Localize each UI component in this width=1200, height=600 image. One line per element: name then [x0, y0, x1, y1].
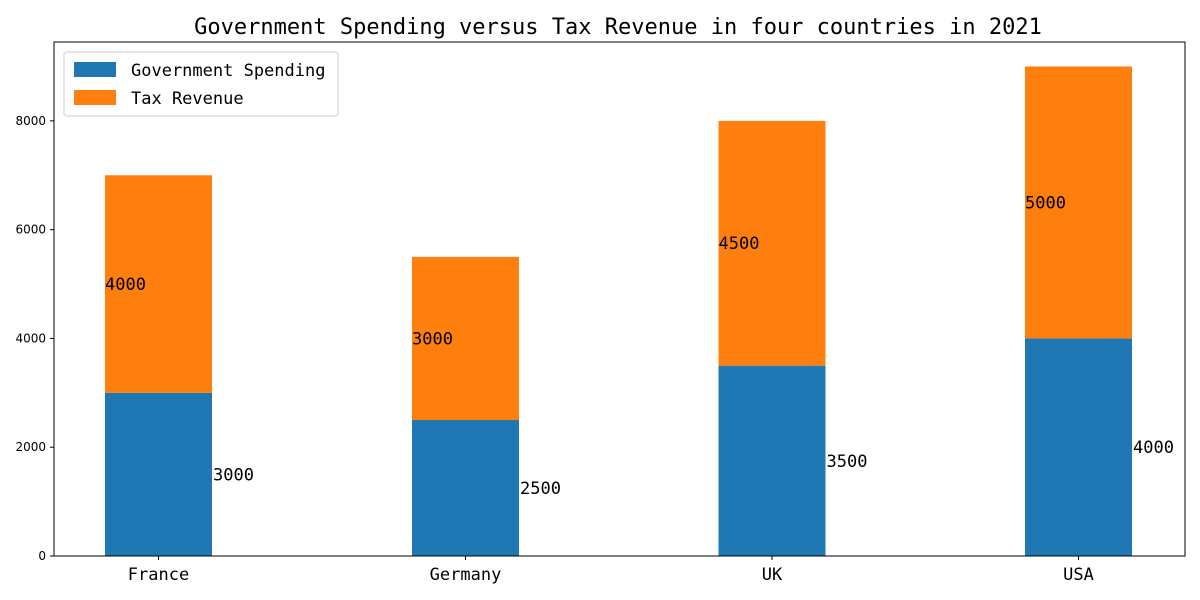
y-tick-label-8000: 8000	[15, 114, 46, 128]
bar-government-spending-germany	[412, 420, 519, 556]
legend-label-government-spending: Government Spending	[131, 61, 325, 81]
y-tick-label-2000: 2000	[15, 440, 46, 454]
data-labels-layer: 3000 4000 2500 3000 3500 4500 4000 5000	[105, 193, 1174, 499]
bar-tax-revenue-usa	[1025, 66, 1132, 339]
data-label-tax-revenue-germany: 3000	[412, 329, 453, 349]
x-tick-label-germany: Germany	[430, 565, 502, 585]
data-label-government-spending-uk: 3500	[827, 452, 868, 472]
legend-swatch-government-spending	[74, 62, 116, 77]
data-label-tax-revenue-uk: 4500	[719, 234, 760, 254]
y-tick-label-0: 0	[38, 549, 46, 563]
bar-tax-revenue-uk	[718, 120, 826, 366]
bar-government-spending-usa	[1025, 338, 1132, 556]
x-axis: France Germany UK USA	[128, 556, 1094, 585]
x-tick-label-uk: UK	[762, 565, 783, 585]
legend: Government Spending Tax Revenue	[63, 51, 339, 117]
bar-tax-revenue-germany	[412, 256, 519, 421]
x-tick-label-usa: USA	[1063, 565, 1094, 585]
bar-government-spending-uk	[718, 365, 826, 556]
legend-swatch-tax-revenue	[74, 90, 116, 105]
bars-layer	[105, 66, 1132, 556]
data-label-tax-revenue-usa: 5000	[1025, 193, 1066, 213]
y-tick-label-6000: 6000	[15, 223, 46, 237]
bar-tax-revenue-france	[105, 175, 212, 393]
data-label-government-spending-france: 3000	[213, 465, 254, 485]
bar-government-spending-france	[105, 392, 212, 556]
legend-box	[63, 51, 339, 117]
data-label-government-spending-germany: 2500	[520, 479, 561, 499]
x-tick-label-france: France	[128, 565, 189, 585]
data-label-tax-revenue-france: 4000	[105, 275, 146, 295]
data-label-government-spending-usa: 4000	[1133, 438, 1174, 458]
legend-label-tax-revenue: Tax Revenue	[131, 89, 244, 109]
chart-title: Government Spending versus Tax Revenue i…	[194, 15, 1042, 40]
plot-frame	[53, 41, 1186, 557]
y-axis: 0 2000 4000 6000 8000	[15, 114, 54, 563]
y-tick-label-4000: 4000	[15, 331, 46, 345]
